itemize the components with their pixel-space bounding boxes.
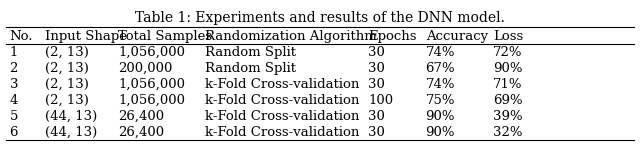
Text: 39%: 39%: [493, 110, 522, 123]
Text: 32%: 32%: [493, 126, 522, 139]
Text: (2, 13): (2, 13): [45, 46, 89, 59]
Text: 2: 2: [10, 62, 18, 75]
Text: 67%: 67%: [426, 62, 455, 75]
Text: No.: No.: [10, 30, 33, 43]
Text: 100: 100: [368, 94, 393, 107]
Text: Accuracy: Accuracy: [426, 30, 488, 43]
Text: Loss: Loss: [493, 30, 523, 43]
Text: 200,000: 200,000: [118, 62, 173, 75]
Text: (2, 13): (2, 13): [45, 78, 89, 91]
Text: k-Fold Cross-validation: k-Fold Cross-validation: [205, 110, 359, 123]
Text: 74%: 74%: [426, 46, 455, 59]
Text: Random Split: Random Split: [205, 46, 296, 59]
Text: 26,400: 26,400: [118, 126, 164, 139]
Text: Randomization Algorithm: Randomization Algorithm: [205, 30, 376, 43]
Text: 30: 30: [368, 110, 385, 123]
Text: (2, 13): (2, 13): [45, 94, 89, 107]
Text: 30: 30: [368, 62, 385, 75]
Text: 74%: 74%: [426, 78, 455, 91]
Text: k-Fold Cross-validation: k-Fold Cross-validation: [205, 126, 359, 139]
Text: 30: 30: [368, 126, 385, 139]
Text: 1,056,000: 1,056,000: [118, 46, 186, 59]
Text: 75%: 75%: [426, 94, 455, 107]
Text: 1: 1: [10, 46, 18, 59]
Text: 30: 30: [368, 78, 385, 91]
Text: 90%: 90%: [493, 62, 522, 75]
Text: Input Shape: Input Shape: [45, 30, 127, 43]
Text: 4: 4: [10, 94, 18, 107]
Text: (44, 13): (44, 13): [45, 110, 97, 123]
Text: k-Fold Cross-validation: k-Fold Cross-validation: [205, 78, 359, 91]
Text: (44, 13): (44, 13): [45, 126, 97, 139]
Text: 71%: 71%: [493, 78, 522, 91]
Text: 90%: 90%: [426, 110, 455, 123]
Text: 90%: 90%: [426, 126, 455, 139]
Text: 6: 6: [10, 126, 18, 139]
Text: Table 1: Experiments and results of the DNN model.: Table 1: Experiments and results of the …: [135, 11, 505, 25]
Text: k-Fold Cross-validation: k-Fold Cross-validation: [205, 94, 359, 107]
Text: Total Samples: Total Samples: [118, 30, 212, 43]
Text: 30: 30: [368, 46, 385, 59]
Text: 1,056,000: 1,056,000: [118, 78, 186, 91]
Text: Random Split: Random Split: [205, 62, 296, 75]
Text: (2, 13): (2, 13): [45, 62, 89, 75]
Text: 69%: 69%: [493, 94, 522, 107]
Text: 72%: 72%: [493, 46, 522, 59]
Text: 1,056,000: 1,056,000: [118, 94, 186, 107]
Text: 5: 5: [10, 110, 18, 123]
Text: 3: 3: [10, 78, 18, 91]
Text: 26,400: 26,400: [118, 110, 164, 123]
Text: Epochs: Epochs: [368, 30, 417, 43]
